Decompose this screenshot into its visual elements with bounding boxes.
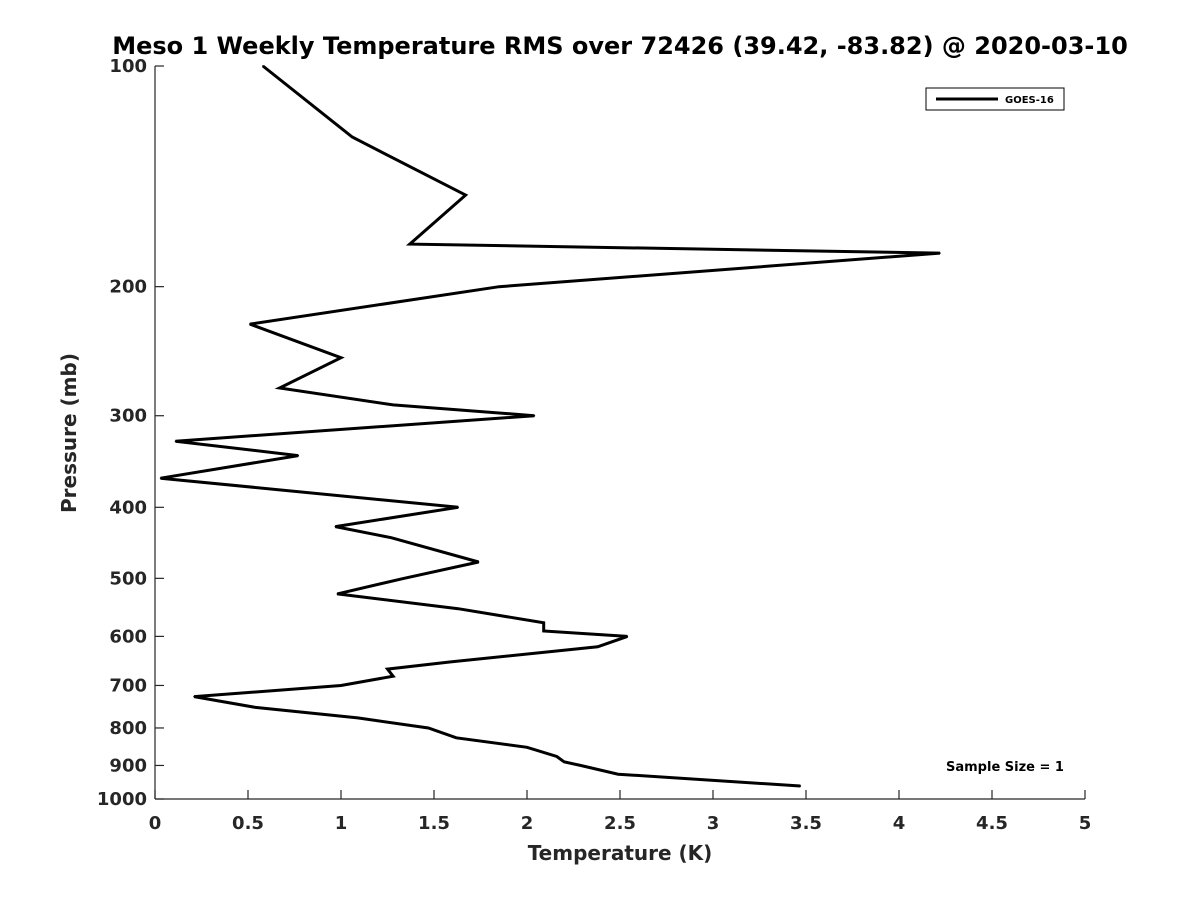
- data-point: [262, 65, 264, 67]
- data-point: [249, 323, 251, 325]
- data-point: [556, 755, 558, 758]
- sample-size-annotation: Sample Size = 1: [946, 760, 1064, 775]
- data-point: [334, 525, 337, 528]
- data-point: [563, 761, 565, 763]
- y-tick-label: 200: [109, 277, 147, 298]
- y-tick-label: 600: [109, 626, 147, 647]
- y-tick-label: 400: [109, 497, 147, 518]
- data-point: [457, 506, 460, 509]
- y-tick-label: 500: [109, 568, 147, 589]
- data-point: [477, 561, 480, 563]
- x-tick-label: 5: [1079, 813, 1092, 834]
- x-axis-label: Temperature (K): [528, 841, 713, 865]
- x-ticks: 0 0.5 1 1.5 2 2.5 3 3.5 4 4.5 5: [149, 790, 1092, 834]
- data-point: [174, 440, 177, 443]
- series-line-goes-16: [160, 64, 941, 788]
- data-point: [392, 675, 394, 677]
- data-point: [449, 661, 452, 663]
- x-tick-label: 1.5: [418, 813, 450, 834]
- data-point: [403, 577, 406, 580]
- data-point: [939, 252, 941, 254]
- data-point: [159, 477, 162, 480]
- data-point: [617, 773, 619, 775]
- data-point: [455, 737, 458, 739]
- x-tick-label: 0: [149, 813, 162, 834]
- data-point: [351, 136, 354, 138]
- series-layer: [159, 64, 941, 788]
- data-point: [580, 764, 582, 767]
- data-point: [464, 194, 467, 196]
- data-point: [427, 727, 430, 729]
- x-tick-label: 2.5: [604, 813, 636, 834]
- data-point: [390, 536, 393, 539]
- data-point: [596, 646, 599, 648]
- data-point: [356, 717, 359, 719]
- x-tick-label: 4: [893, 813, 906, 834]
- data-point: [254, 706, 257, 709]
- data-point: [533, 414, 536, 417]
- y-ticks: 100 200 300 400 500 600 700 800 900 1000: [97, 56, 164, 810]
- x-tick-label: 0.5: [232, 813, 264, 834]
- x-tick-label: 3: [707, 813, 720, 834]
- y-tick-label: 700: [109, 675, 147, 696]
- data-point: [340, 356, 342, 359]
- data-point: [340, 684, 342, 687]
- x-tick-label: 1: [335, 813, 348, 834]
- data-point: [409, 243, 411, 245]
- data-point: [392, 404, 394, 406]
- legend: GOES-16: [925, 87, 1065, 111]
- data-point: [278, 387, 281, 389]
- data-point: [498, 285, 500, 288]
- y-tick-label: 300: [109, 406, 147, 427]
- y-tick-label: 1000: [97, 789, 147, 810]
- data-point: [526, 746, 528, 749]
- y-tick-label: 900: [109, 755, 147, 776]
- data-point: [542, 622, 545, 624]
- x-tick-label: 4.5: [976, 813, 1008, 834]
- y-tick-label: 100: [109, 56, 147, 77]
- data-point: [457, 607, 460, 610]
- y-axis-label: Pressure (mb): [57, 353, 81, 513]
- data-point: [799, 785, 802, 787]
- data-point: [542, 630, 545, 632]
- data-point: [386, 668, 389, 670]
- x-tick-label: 2: [521, 813, 534, 834]
- y-tick-label: 800: [109, 718, 147, 739]
- data-point: [193, 695, 195, 698]
- chart-title: Meso 1 Weekly Temperature RMS over 72426…: [112, 32, 1128, 60]
- legend-label: GOES-16: [1005, 95, 1054, 106]
- data-point: [626, 635, 629, 638]
- data-point: [297, 454, 300, 457]
- x-tick-label: 3.5: [790, 813, 822, 834]
- data-point: [336, 593, 339, 595]
